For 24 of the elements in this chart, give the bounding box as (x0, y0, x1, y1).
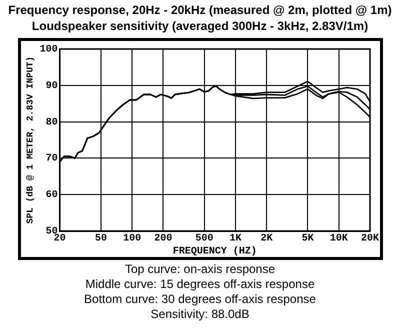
chart-frame: FREQUENCY (HZ) SPL (dB @ 1 METER, 2.83V INPUT) 20 50 100 200 500 1K 2K 5K 10K 20K 50 60 70 80 90 100 (18, 38, 383, 260)
x-tick-label: 1K (229, 234, 242, 245)
x-tick-label: 50 (94, 234, 107, 245)
x-tick-label: 5K (302, 234, 314, 245)
text: Sensitivity: 88.0dB (150, 307, 250, 322)
chart-subtitle: Loudspeaker sensitivity (averaged 300Hz - 3kHz, 2.83V/1m) (30, 18, 370, 34)
x-tick-label: 100 (123, 234, 142, 245)
y-axis-title: SPL (dB @ 1 METER, 2.83V INPUT) (26, 56, 36, 224)
x-axis-title: FREQUENCY (HZ) (172, 246, 257, 258)
y-tick-label: 100 (40, 44, 58, 56)
x-tick-label: 20K (360, 234, 380, 245)
text: Top curve: on-axis response (124, 262, 276, 277)
y-tick-label: 90 (46, 80, 58, 92)
y-tick-label: 60 (46, 190, 58, 202)
x-tick-label: 200 (154, 234, 172, 245)
x-tick-label: 2K (260, 234, 273, 245)
x-tick-label: 10K (330, 234, 348, 245)
text: Middle curve: 15 degrees off-axis response (84, 277, 316, 292)
text: Bottom curve: 30 degrees off-axis response (83, 292, 317, 307)
x-tick-label: 20 (54, 234, 66, 245)
y-tick-label: 70 (46, 154, 58, 165)
y-tick-label: 80 (46, 117, 58, 128)
x-tick-label: 500 (195, 234, 214, 245)
chart-title: Frequency response, 20Hz - 20kHz (measured @ 2m, plotted @ 1m) (7, 2, 393, 18)
